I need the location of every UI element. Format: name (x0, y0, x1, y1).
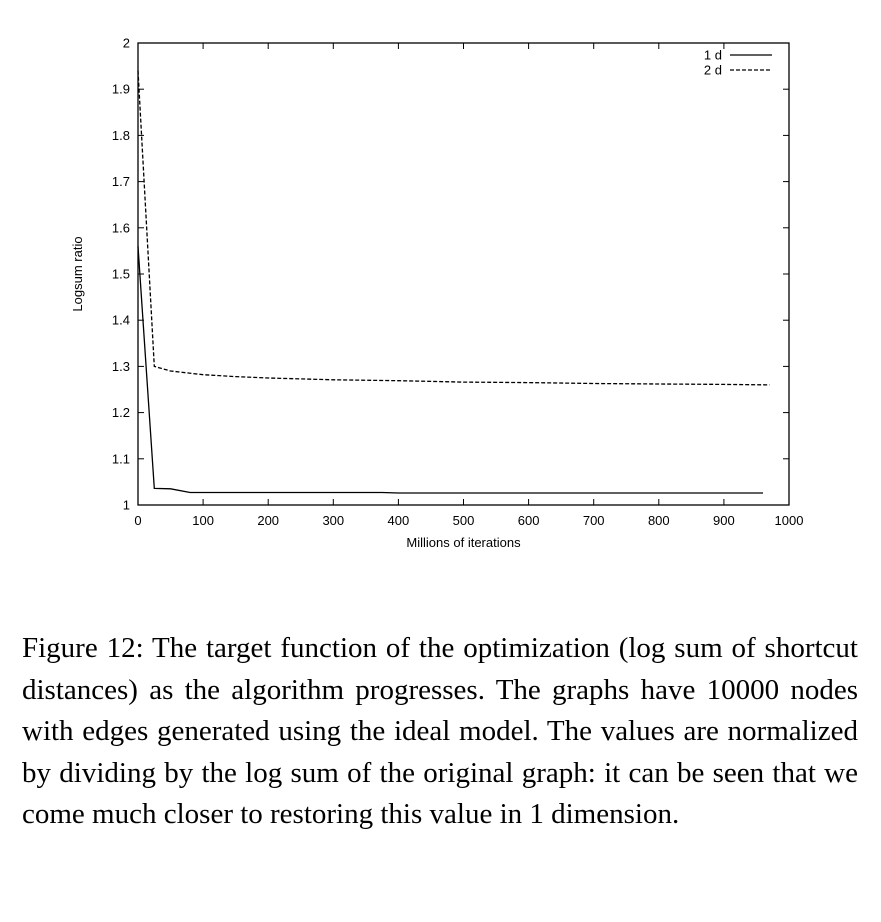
x-tick-label: 100 (192, 513, 214, 528)
y-tick-label: 1.7 (112, 174, 130, 189)
y-tick-label: 2 (123, 36, 130, 51)
x-tick-label: 900 (713, 513, 735, 528)
series-line-1 (137, 246, 763, 494)
x-axis-title: Millions of iterations (406, 535, 521, 550)
x-tick-label: 300 (322, 513, 344, 528)
y-tick-label: 1.9 (112, 82, 130, 97)
y-axis-title: Logsum ratio (70, 236, 85, 311)
x-tick-label: 1000 (775, 513, 804, 528)
y-tick-label: 1.8 (112, 128, 130, 143)
chart-figure: 0 100 200 300 400 500 600 700 800 900 1000 1 1.1 1.2 1… (70, 36, 804, 551)
x-tick-label: 600 (518, 513, 540, 528)
x-tick-label: 400 (388, 513, 410, 528)
plot-frame (137, 42, 790, 506)
y-tick-label: 1.6 (112, 220, 130, 235)
x-tick-label: 200 (257, 513, 279, 528)
y-tick-label: 1.4 (112, 313, 130, 328)
y-tick-label: 1.5 (112, 267, 130, 282)
x-tick-label: 700 (583, 513, 605, 528)
figure-caption: Figure 12: The target function of the op… (22, 632, 858, 830)
legend-label-1: 1 d (704, 48, 722, 63)
chart-svg: 0 100 200 300 400 500 600 700 800 900 1000 1 1.1 1.2 1… (70, 36, 804, 551)
x-tick-label: 500 (453, 513, 475, 528)
x-tick-label: 0 (134, 513, 141, 528)
legend-label-2: 2 d (704, 63, 722, 78)
y-tick-label: 1.3 (112, 359, 130, 374)
y-tick-label: 1.1 (112, 451, 130, 466)
x-tick-label: 800 (648, 513, 670, 528)
y-tick-label: 1 (123, 498, 130, 513)
series-line-2 (137, 70, 770, 386)
y-tick-label: 1.2 (112, 405, 130, 420)
